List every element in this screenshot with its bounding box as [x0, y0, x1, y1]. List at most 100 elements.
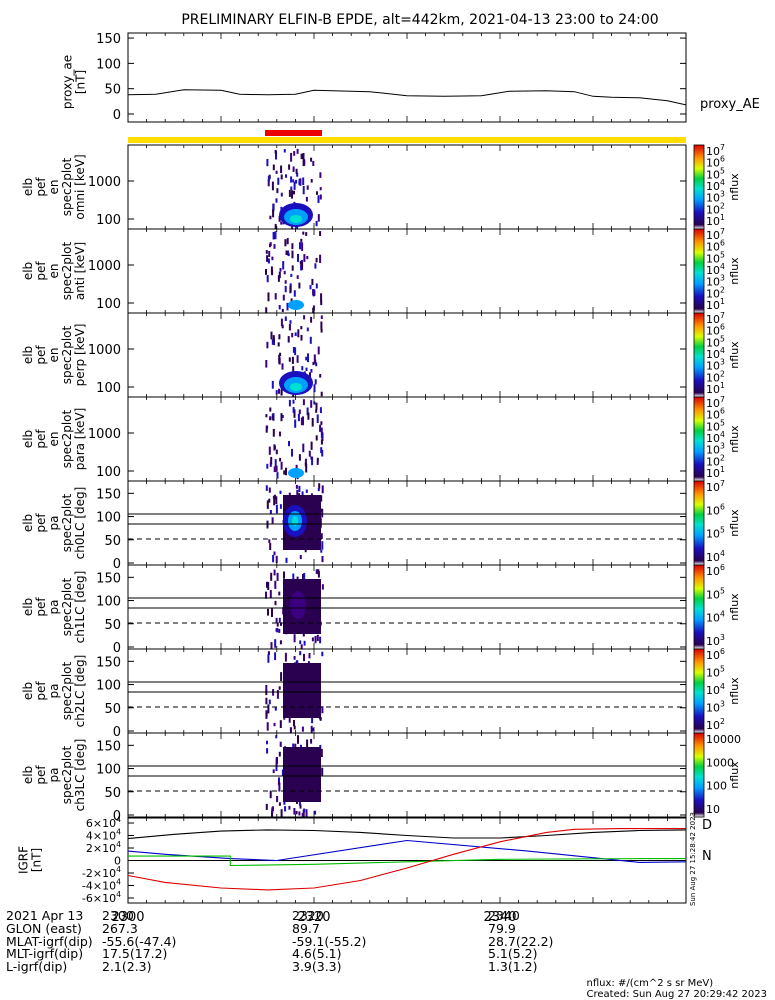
footer-value: 4.6(5.1): [292, 946, 342, 962]
flux-pixel: [270, 642, 273, 651]
flux-pixel: [281, 415, 284, 418]
flux-pixel: [274, 652, 277, 661]
flux-pixel: [292, 166, 295, 172]
created-note: Created: Sun Aug 27 20:29:42 2023: [586, 989, 767, 1000]
flux-pixel: [291, 356, 294, 364]
flux-pixel: [297, 329, 300, 338]
flux-pixel: [317, 346, 320, 355]
flux-pixel: [266, 159, 269, 167]
flux-pixel: [297, 735, 299, 744]
proxy-ae-line: [127, 89, 687, 106]
flux-pixel: [314, 635, 317, 644]
footer-label: MLAT-igrf(dip): [6, 933, 93, 949]
colorbar-tick-label: 104: [706, 178, 725, 193]
flux-pixel: [319, 187, 322, 191]
flux-pixel: [288, 492, 291, 498]
flux-pixel: [271, 608, 273, 617]
panel-ylabel: elbpefpaspec2plotch2LC [deg]: [21, 655, 87, 728]
flux-pixel: [294, 332, 297, 336]
footer-label: GLON (east): [6, 920, 82, 936]
flux-pixel: [316, 414, 319, 423]
flux-pixel: [279, 640, 282, 645]
flux-pixel: [315, 362, 318, 367]
y-tick-label: 150: [96, 32, 121, 47]
flux-pixel: [317, 195, 320, 203]
flux-pixel: [278, 334, 281, 340]
flux-pixel: [320, 439, 323, 445]
flux-pixel: [295, 168, 298, 174]
flux-pixel: [300, 644, 303, 653]
flux-pixel: [296, 660, 299, 665]
flux-pixel: [300, 238, 303, 243]
flux-pixel: [266, 520, 269, 529]
flux-pixel: [320, 748, 323, 757]
flux-pixel: [294, 419, 297, 428]
flux-pixel: [268, 446, 271, 455]
flux-pixel: [269, 215, 272, 220]
flux-pixel: [278, 388, 280, 394]
colorbar-tick-label: 105: [706, 526, 725, 541]
colorbar-label: nflux: [728, 257, 741, 285]
colorbar-tick-label: 105: [706, 665, 725, 680]
panel-bg: [128, 733, 686, 817]
y-tick-label: 4×104: [86, 828, 121, 843]
flux-pixel: [280, 413, 283, 422]
flux-pixel: [310, 369, 313, 373]
igrf-legend-n: N: [702, 849, 712, 864]
footer-value: 267.3: [102, 920, 138, 936]
flux-pixel: [311, 637, 314, 642]
flux-pixel: [293, 634, 296, 643]
flux-pixel: [288, 189, 291, 197]
footer-value: -59.1(-55.2): [292, 933, 367, 949]
flux-pixel: [266, 740, 268, 745]
flux-pixel: [321, 584, 324, 590]
y-tick-label: 100: [96, 297, 121, 312]
flux-pixel: [319, 407, 322, 414]
colorbar-label: nflux: [728, 677, 741, 705]
flux-pixel: [319, 231, 322, 236]
flux-pixel: [278, 354, 281, 364]
colorbar-tick-label: 101: [706, 213, 725, 228]
flux-pixel: [312, 361, 315, 366]
panel-ylabel: elbpefenspec2plotpara [keV]: [21, 408, 87, 471]
flux-pixel: [286, 238, 289, 245]
flux-pixel: [319, 636, 322, 644]
flux-pixel: [272, 208, 275, 218]
flux-pixel: [265, 250, 268, 254]
flux-pixel: [294, 347, 297, 356]
y-tick-label: 150: [96, 571, 121, 586]
flux-pixel: [279, 741, 282, 747]
figure-title: PRELIMINARY ELFIN-B EPDE, alt=442km, 202…: [181, 12, 658, 28]
colorbar-tick-label: 104: [706, 346, 725, 361]
colorbar-tick-label: 104: [706, 682, 725, 697]
flux-pixel: [266, 581, 268, 588]
flux-pixel: [312, 289, 315, 297]
colorbar-tick-label: 104: [706, 610, 725, 625]
colorbar: [693, 144, 705, 230]
flux-pixel: [284, 280, 287, 284]
flux-pixel: [320, 549, 323, 553]
flux-pixel: [273, 244, 276, 249]
flux-pixel: [305, 196, 308, 202]
flux-core: [283, 747, 321, 802]
spectrogram-panel: [128, 565, 686, 653]
y-tick-label: 0: [113, 641, 121, 656]
flux-pixel: [301, 726, 304, 732]
colorbar-tick-label: 106: [706, 323, 725, 338]
flux-pixel: [320, 321, 323, 330]
flux-pixel: [283, 270, 286, 275]
colorbar-tick-label: 102: [706, 453, 725, 468]
y-tick-label: 0: [114, 855, 121, 868]
flux-pixel: [272, 232, 275, 240]
flux-pixel: [274, 639, 277, 648]
flux-pixel: [290, 152, 293, 162]
flux-pixel: [272, 428, 275, 437]
colorbar-tick-label: 102: [706, 717, 725, 732]
flux-pixel: [272, 203, 275, 210]
flux-pixel: [311, 715, 314, 724]
flux-pixel: [321, 541, 324, 550]
y-tick-label: 100: [96, 381, 121, 396]
footer-value: 2300: [102, 908, 134, 923]
flux-pixel: [284, 652, 287, 662]
flux-pixel: [293, 720, 295, 727]
